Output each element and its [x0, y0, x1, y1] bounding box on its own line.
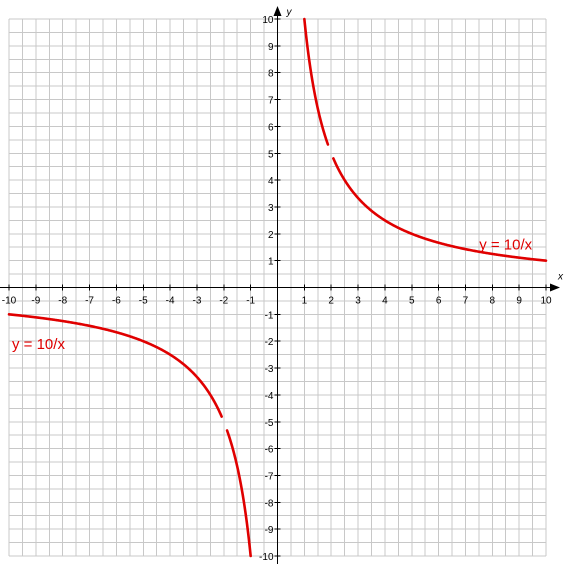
x-tick-label: -1 — [246, 296, 255, 307]
x-tick-label: -7 — [85, 296, 94, 307]
axes — [0, 6, 560, 564]
y-tick-label: -2 — [265, 337, 274, 348]
y-tick-label: 1 — [268, 257, 274, 268]
x-tick-label: 6 — [436, 296, 442, 307]
x-tick-label: 3 — [355, 296, 361, 307]
y-tick-label: -7 — [265, 471, 274, 482]
curve-positive-branch — [303, 17, 330, 146]
y-tick-label: 6 — [268, 122, 274, 133]
y-tick-label: 7 — [268, 96, 274, 107]
curve-equation-label: y = 10/x — [479, 237, 532, 254]
y-axis-arrowhead — [273, 6, 282, 16]
y-tick-label: 3 — [268, 203, 274, 214]
x-tick-label: 8 — [490, 296, 496, 307]
x-tick-label: 1 — [302, 296, 308, 307]
x-tick-label: 2 — [328, 296, 334, 307]
y-tick-label: -3 — [265, 364, 274, 375]
y-tick-label: -4 — [265, 391, 274, 402]
y-tick-label: -6 — [265, 445, 274, 456]
y-tick-label: 10 — [262, 15, 274, 26]
x-axis-arrowhead — [550, 283, 560, 292]
x-tick-label: -10 — [2, 296, 17, 307]
x-tick-label: 10 — [540, 296, 552, 307]
y-tick-label: 9 — [268, 42, 274, 53]
y-tick-label: -9 — [265, 525, 274, 536]
x-tick-label: -3 — [192, 296, 201, 307]
y-tick-label: -8 — [265, 498, 274, 509]
x-tick-label: 7 — [463, 296, 469, 307]
curve-positive-branch — [332, 157, 548, 262]
x-tick-label: 9 — [516, 296, 522, 307]
x-tick-label: -8 — [58, 296, 67, 307]
y-tick-label: 2 — [268, 230, 274, 241]
x-tick-label: -2 — [219, 296, 228, 307]
y-tick-label: -1 — [265, 310, 274, 321]
y-tick-label: -5 — [265, 418, 274, 429]
x-tick-label: -4 — [166, 296, 175, 307]
y-tick-label: 4 — [268, 176, 274, 187]
y-axis-title: y — [286, 7, 293, 18]
annotations: y = 10/x y = 10/x — [12, 237, 533, 353]
curve-equation-label: y = 10/x — [12, 336, 65, 353]
x-axis-title: x — [557, 272, 564, 283]
tick-labels: -10 -9 -8 -7 -6 -5 -4 -3 -2 -1 1 2 3 4 5 6 7 8 9 10 10 9 8 7 6 5 4… — [2, 15, 552, 563]
x-tick-label: 4 — [382, 296, 388, 307]
x-tick-label: 5 — [409, 296, 415, 307]
curve-negative-branch — [7, 313, 223, 418]
y-tick-label: 5 — [268, 149, 274, 160]
x-tick-label: -5 — [139, 296, 148, 307]
x-tick-label: -6 — [112, 296, 121, 307]
y-tick-label: -10 — [259, 552, 274, 563]
y-tick-label: 8 — [268, 69, 274, 80]
x-tick-label: -9 — [31, 296, 40, 307]
curve-negative-branch — [225, 429, 252, 558]
curves — [7, 17, 548, 558]
